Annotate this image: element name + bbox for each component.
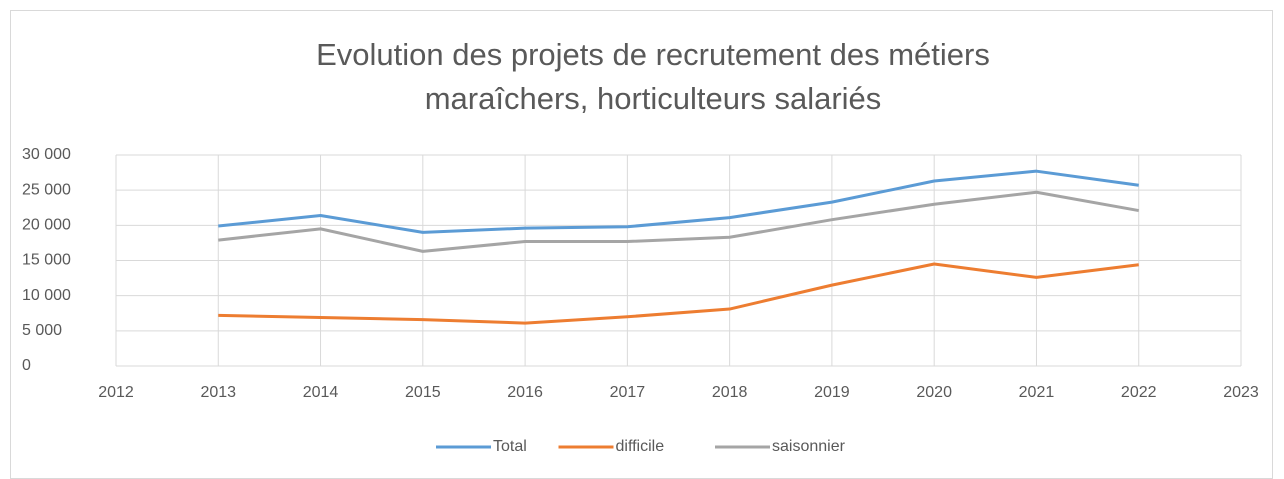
x-tick-label: 2013: [200, 384, 236, 401]
series-line: [218, 262, 1139, 325]
x-tick-label: 2018: [712, 384, 748, 401]
chart-title: maraîchers, horticulteurs salariés: [425, 81, 882, 116]
legend-label: Total: [493, 438, 527, 455]
chart-title: Evolution des projets de recrutement des…: [316, 37, 990, 72]
x-tick-label: 2020: [916, 384, 952, 401]
legend-label: saisonnier: [772, 438, 846, 455]
y-tick-label: 25 000: [22, 181, 71, 198]
y-tick-label: 0: [22, 357, 31, 374]
y-tick-label: 15 000: [22, 252, 71, 269]
legend-label: difficile: [616, 438, 665, 455]
x-tick-label: 2021: [1019, 384, 1055, 401]
series-line: [218, 190, 1139, 253]
x-tick-label: 2023: [1223, 384, 1259, 401]
x-tick-label: 2017: [610, 384, 646, 401]
y-tick-label: 30 000: [22, 146, 71, 163]
chart-border: [10, 10, 1273, 479]
y-tick-label: 20 000: [22, 217, 71, 234]
x-tick-label: 2012: [98, 384, 134, 401]
x-tick-label: 2022: [1121, 384, 1157, 401]
x-tick-label: 2014: [303, 384, 339, 401]
x-tick-label: 2015: [405, 384, 441, 401]
x-tick-label: 2016: [507, 384, 543, 401]
y-tick-label: 10 000: [22, 287, 71, 304]
x-tick-label: 2019: [814, 384, 850, 401]
series-line: [218, 169, 1139, 234]
y-tick-label: 5 000: [22, 322, 62, 339]
